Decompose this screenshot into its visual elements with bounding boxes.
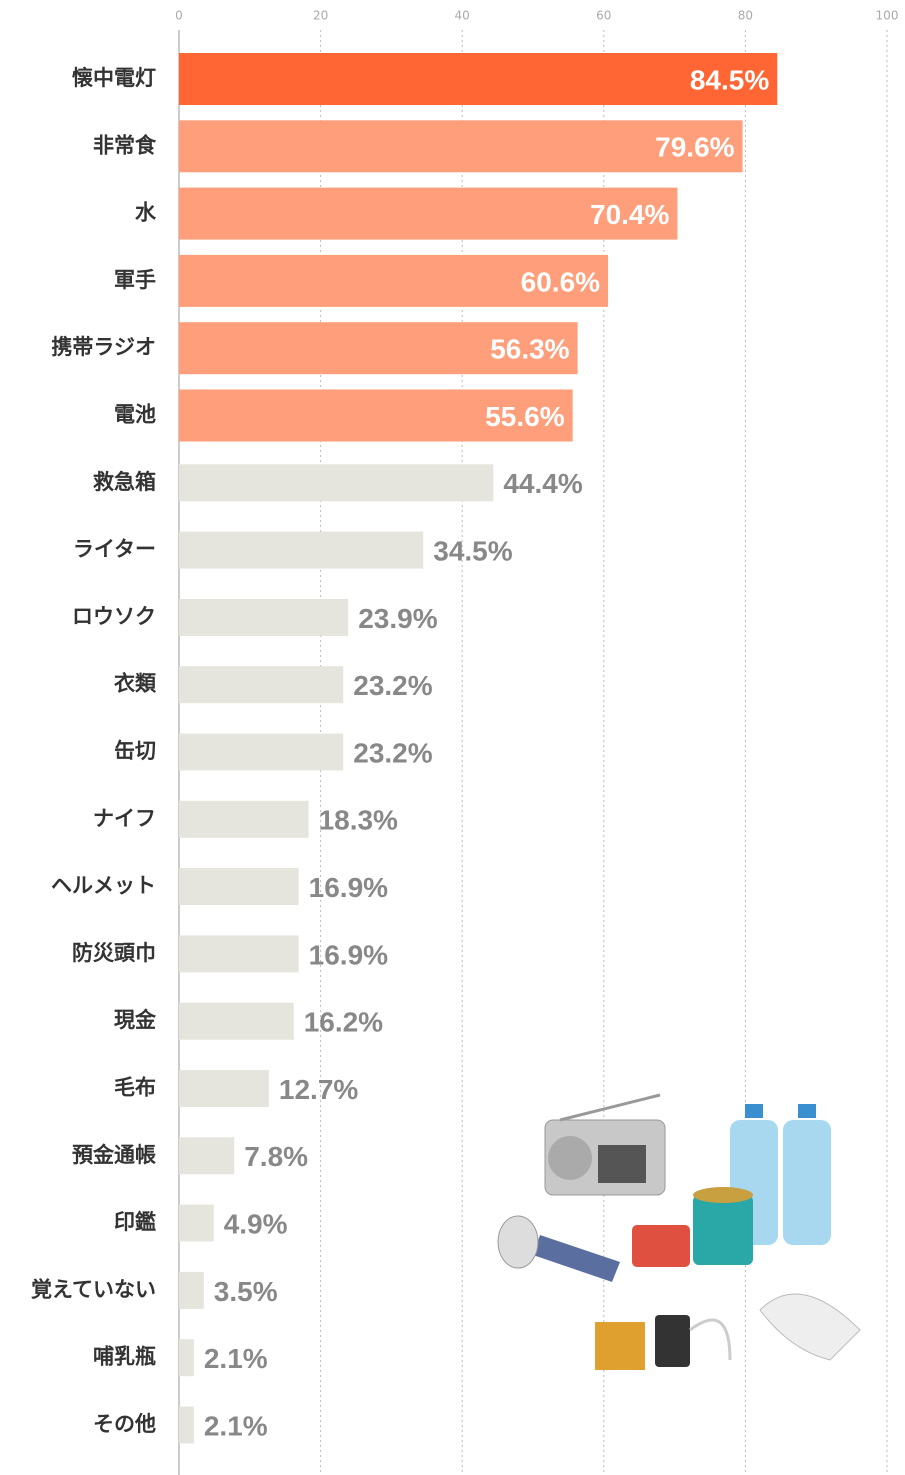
value-label: 79.6% (655, 132, 734, 163)
category-label: ロウソク (72, 604, 156, 628)
category-label: ライター (73, 537, 156, 561)
category-label: 懐中電灯 (72, 66, 156, 90)
bar (179, 868, 299, 905)
category-label: ヘルメット (51, 874, 156, 898)
category-label: 現金 (114, 1008, 157, 1032)
category-label: 缶切 (114, 739, 156, 763)
category-label: 水 (135, 201, 157, 225)
x-tick-label: 40 (455, 9, 470, 23)
value-label: 44.4% (503, 468, 582, 499)
value-label: 84.5% (690, 64, 769, 95)
value-label: 60.6% (521, 266, 600, 297)
category-label: その他 (93, 1412, 156, 1436)
value-label: 70.4% (590, 199, 669, 230)
category-label: 衣類 (114, 672, 157, 696)
value-label: 34.5% (433, 535, 512, 566)
category-label: ナイフ (93, 806, 156, 830)
category-label: 印鑑 (114, 1210, 156, 1234)
value-label: 55.6% (485, 401, 564, 432)
category-label: 毛布 (114, 1076, 156, 1100)
value-label: 23.2% (353, 737, 432, 768)
bar (179, 734, 343, 771)
x-tick-label: 60 (596, 9, 611, 23)
category-label: 軍手 (114, 268, 156, 292)
value-label: 2.1% (204, 1410, 268, 1441)
bar (179, 801, 309, 838)
value-label: 12.7% (279, 1074, 358, 1105)
category-label: 電池 (114, 403, 156, 427)
category-label: 覚えていない (31, 1277, 156, 1301)
category-label: 預金通帳 (72, 1143, 156, 1167)
value-label: 3.5% (214, 1276, 278, 1307)
bar (179, 53, 777, 105)
x-tick-label: 20 (313, 9, 328, 23)
bar (179, 1205, 214, 1242)
value-label: 4.9% (224, 1208, 288, 1239)
value-label: 2.1% (204, 1343, 268, 1374)
bar (179, 935, 299, 972)
category-label: 携帯ラジオ (51, 335, 156, 359)
category-label: 非常食 (93, 133, 157, 157)
value-label: 23.2% (353, 670, 432, 701)
category-label: 救急箱 (93, 470, 156, 494)
value-label: 7.8% (244, 1141, 308, 1172)
value-label: 23.9% (358, 603, 437, 634)
bar (179, 1070, 269, 1107)
bar (179, 1137, 234, 1174)
x-tick-label: 0 (175, 9, 183, 23)
bar (179, 1339, 194, 1376)
bar (179, 1003, 294, 1040)
bar (179, 666, 343, 703)
value-label: 16.9% (309, 872, 388, 903)
value-label: 18.3% (319, 805, 398, 836)
illustration (498, 1095, 860, 1370)
value-label: 16.2% (304, 1007, 383, 1038)
category-label: 防災頭巾 (72, 941, 156, 965)
x-tick-label: 80 (738, 9, 753, 23)
bar (179, 1407, 194, 1444)
bar (179, 599, 348, 636)
value-label: 56.3% (490, 334, 569, 365)
x-tick-label: 100 (876, 9, 899, 23)
bar (179, 532, 423, 569)
chart: 0 20 40 60 80 100 懐中電灯 84.5% 非常食 79.6% 水 70.4% 軍手 60.… (0, 0, 905, 1475)
category-label: 哺乳瓶 (93, 1345, 156, 1369)
bar (179, 1272, 204, 1309)
value-label: 16.9% (309, 939, 388, 970)
bar (179, 464, 493, 501)
